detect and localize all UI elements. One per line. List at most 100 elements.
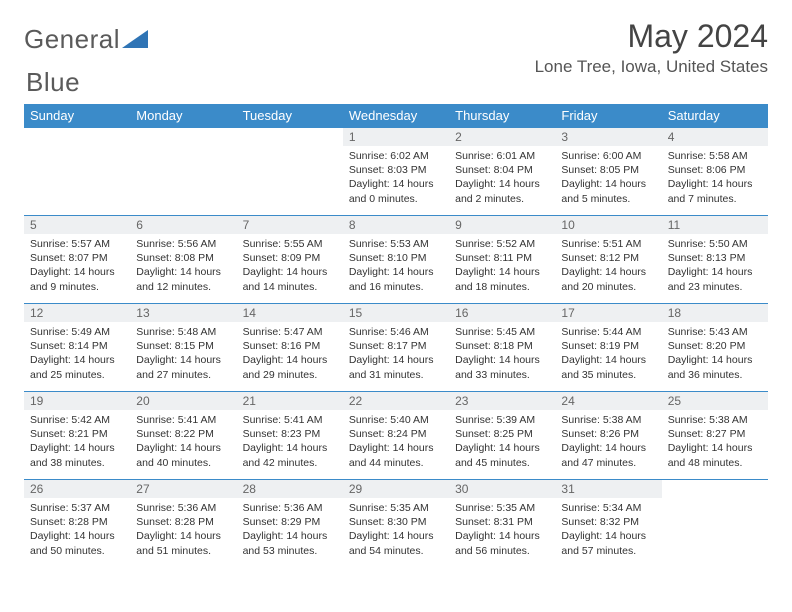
sunset-line: Sunset: 8:32 PM [561, 515, 655, 529]
calendar-cell: 11Sunrise: 5:50 AMSunset: 8:13 PMDayligh… [662, 216, 768, 304]
day-number: 8 [343, 216, 449, 234]
sunrise-line: Sunrise: 5:40 AM [349, 413, 443, 427]
calendar-row: 5Sunrise: 5:57 AMSunset: 8:07 PMDaylight… [24, 216, 768, 304]
day-number: 21 [237, 392, 343, 410]
day-number: 9 [449, 216, 555, 234]
day-number: 24 [555, 392, 661, 410]
calendar-cell [24, 128, 130, 216]
sunset-line: Sunset: 8:20 PM [668, 339, 762, 353]
calendar-cell: 24Sunrise: 5:38 AMSunset: 8:26 PMDayligh… [555, 392, 661, 480]
sunset-line: Sunset: 8:22 PM [136, 427, 230, 441]
day-details: Sunrise: 5:42 AMSunset: 8:21 PMDaylight:… [24, 410, 130, 474]
sunrise-line: Sunrise: 5:47 AM [243, 325, 337, 339]
day-number: 17 [555, 304, 661, 322]
calendar-cell: 14Sunrise: 5:47 AMSunset: 8:16 PMDayligh… [237, 304, 343, 392]
sunrise-line: Sunrise: 5:41 AM [136, 413, 230, 427]
daylight-line: Daylight: 14 hours and 35 minutes. [561, 353, 655, 381]
day-number: 23 [449, 392, 555, 410]
day-details: Sunrise: 5:41 AMSunset: 8:22 PMDaylight:… [130, 410, 236, 474]
sunrise-line: Sunrise: 5:45 AM [455, 325, 549, 339]
daylight-line: Daylight: 14 hours and 2 minutes. [455, 177, 549, 205]
weekday-header: Sunday [24, 104, 130, 128]
daylight-line: Daylight: 14 hours and 9 minutes. [30, 265, 124, 293]
calendar-cell: 2Sunrise: 6:01 AMSunset: 8:04 PMDaylight… [449, 128, 555, 216]
daylight-line: Daylight: 14 hours and 29 minutes. [243, 353, 337, 381]
daylight-line: Daylight: 14 hours and 53 minutes. [243, 529, 337, 557]
sunset-line: Sunset: 8:11 PM [455, 251, 549, 265]
sunrise-line: Sunrise: 5:58 AM [668, 149, 762, 163]
day-number: 25 [662, 392, 768, 410]
calendar-cell: 5Sunrise: 5:57 AMSunset: 8:07 PMDaylight… [24, 216, 130, 304]
day-details: Sunrise: 5:36 AMSunset: 8:28 PMDaylight:… [130, 498, 236, 562]
daylight-line: Daylight: 14 hours and 31 minutes. [349, 353, 443, 381]
weekday-header: Saturday [662, 104, 768, 128]
sunrise-line: Sunrise: 5:41 AM [243, 413, 337, 427]
sunrise-line: Sunrise: 5:35 AM [455, 501, 549, 515]
day-number: 26 [24, 480, 130, 498]
daylight-line: Daylight: 14 hours and 23 minutes. [668, 265, 762, 293]
day-details: Sunrise: 5:57 AMSunset: 8:07 PMDaylight:… [24, 234, 130, 298]
sunset-line: Sunset: 8:12 PM [561, 251, 655, 265]
sunrise-line: Sunrise: 5:48 AM [136, 325, 230, 339]
sunrise-line: Sunrise: 5:39 AM [455, 413, 549, 427]
sunset-line: Sunset: 8:28 PM [136, 515, 230, 529]
sunrise-line: Sunrise: 5:49 AM [30, 325, 124, 339]
sunset-line: Sunset: 8:07 PM [30, 251, 124, 265]
calendar-cell: 28Sunrise: 5:36 AMSunset: 8:29 PMDayligh… [237, 480, 343, 568]
day-details: Sunrise: 5:34 AMSunset: 8:32 PMDaylight:… [555, 498, 661, 562]
sunset-line: Sunset: 8:27 PM [668, 427, 762, 441]
day-number: 1 [343, 128, 449, 146]
weekday-header: Wednesday [343, 104, 449, 128]
sunset-line: Sunset: 8:06 PM [668, 163, 762, 177]
day-number: 12 [24, 304, 130, 322]
day-details: Sunrise: 5:43 AMSunset: 8:20 PMDaylight:… [662, 322, 768, 386]
day-number: 4 [662, 128, 768, 146]
day-number: 14 [237, 304, 343, 322]
sunrise-line: Sunrise: 5:35 AM [349, 501, 443, 515]
calendar-cell: 29Sunrise: 5:35 AMSunset: 8:30 PMDayligh… [343, 480, 449, 568]
sunset-line: Sunset: 8:26 PM [561, 427, 655, 441]
daylight-line: Daylight: 14 hours and 20 minutes. [561, 265, 655, 293]
logo-word2: Blue [26, 67, 80, 97]
day-details: Sunrise: 5:38 AMSunset: 8:27 PMDaylight:… [662, 410, 768, 474]
sunset-line: Sunset: 8:19 PM [561, 339, 655, 353]
weekday-header: Tuesday [237, 104, 343, 128]
day-number: 7 [237, 216, 343, 234]
day-details: Sunrise: 5:35 AMSunset: 8:30 PMDaylight:… [343, 498, 449, 562]
daylight-line: Daylight: 14 hours and 51 minutes. [136, 529, 230, 557]
day-number: 30 [449, 480, 555, 498]
day-number: 15 [343, 304, 449, 322]
day-details: Sunrise: 5:47 AMSunset: 8:16 PMDaylight:… [237, 322, 343, 386]
sunrise-line: Sunrise: 6:00 AM [561, 149, 655, 163]
sunrise-line: Sunrise: 5:51 AM [561, 237, 655, 251]
daylight-line: Daylight: 14 hours and 47 minutes. [561, 441, 655, 469]
sunrise-line: Sunrise: 5:57 AM [30, 237, 124, 251]
daylight-line: Daylight: 14 hours and 45 minutes. [455, 441, 549, 469]
calendar-cell: 4 Sunrise: 5:58 AMSunset: 8:06 PMDaylight… [662, 128, 768, 216]
sunset-line: Sunset: 8:29 PM [243, 515, 337, 529]
month-title: May 2024 [535, 18, 768, 55]
sunset-line: Sunset: 8:30 PM [349, 515, 443, 529]
sunrise-line: Sunrise: 5:37 AM [30, 501, 124, 515]
daylight-line: Daylight: 14 hours and 25 minutes. [30, 353, 124, 381]
sunrise-line: Sunrise: 5:55 AM [243, 237, 337, 251]
sunset-line: Sunset: 8:18 PM [455, 339, 549, 353]
day-details: Sunrise: 5:40 AMSunset: 8:24 PMDaylight:… [343, 410, 449, 474]
day-number: 10 [555, 216, 661, 234]
day-details: Sunrise: 6:01 AMSunset: 8:04 PMDaylight:… [449, 146, 555, 210]
calendar-cell: 3Sunrise: 6:00 AMSunset: 8:05 PMDaylight… [555, 128, 661, 216]
daylight-line: Daylight: 14 hours and 0 minutes. [349, 177, 443, 205]
calendar-cell: 7Sunrise: 5:55 AMSunset: 8:09 PMDaylight… [237, 216, 343, 304]
day-number: 27 [130, 480, 236, 498]
day-number: 16 [449, 304, 555, 322]
day-number: 29 [343, 480, 449, 498]
daylight-line: Daylight: 14 hours and 7 minutes. [668, 177, 762, 205]
day-number: 11 [662, 216, 768, 234]
daylight-line: Daylight: 14 hours and 14 minutes. [243, 265, 337, 293]
day-number: 28 [237, 480, 343, 498]
sunset-line: Sunset: 8:03 PM [349, 163, 443, 177]
daylight-line: Daylight: 14 hours and 18 minutes. [455, 265, 549, 293]
day-number: 22 [343, 392, 449, 410]
sunset-line: Sunset: 8:23 PM [243, 427, 337, 441]
day-details: Sunrise: 5:35 AMSunset: 8:31 PMDaylight:… [449, 498, 555, 562]
